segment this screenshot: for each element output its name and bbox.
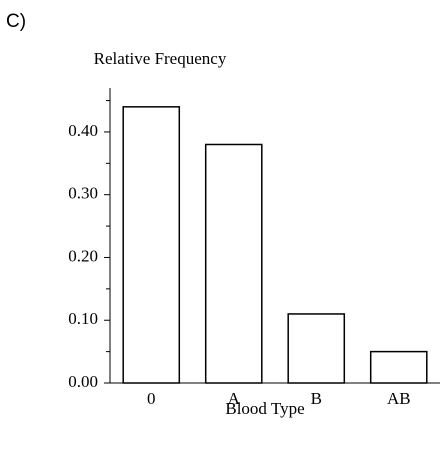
bar [122,106,181,384]
y-tick-label: 0.40 [68,121,98,140]
x-tick-label: A [228,389,241,408]
bar [287,313,346,384]
y-tick-label: 0.30 [68,184,98,203]
x-axis-label: Blood Type [225,399,304,418]
chart-title: Relative Frequency [94,49,227,68]
bar [369,350,428,384]
bar [204,143,263,384]
y-tick-label: 0.20 [68,246,98,265]
y-tick-label: 0.10 [68,309,98,328]
x-tick-label: AB [387,389,411,408]
x-tick-label: 0 [147,389,156,408]
y-tick-label: 0.00 [68,372,98,391]
panel-label: C) [6,11,26,32]
x-tick-label: B [311,389,322,408]
